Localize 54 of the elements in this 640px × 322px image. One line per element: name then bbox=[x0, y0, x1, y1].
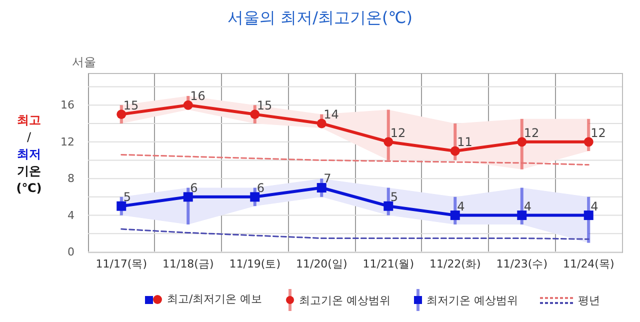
point bbox=[384, 137, 394, 147]
x-tick-label: 11/21(월) bbox=[362, 258, 414, 270]
point bbox=[316, 118, 326, 128]
data-label: 14 bbox=[324, 107, 339, 122]
data-label: 6 bbox=[256, 180, 265, 195]
point bbox=[183, 192, 193, 202]
x-tick-label: 11/22(화) bbox=[429, 258, 481, 270]
point bbox=[517, 210, 527, 220]
data-label: 16 bbox=[190, 89, 206, 104]
chart-title: 서울의 최저/최고기온(℃) bbox=[226, 8, 414, 29]
data-label: 12 bbox=[390, 126, 406, 140]
point bbox=[116, 110, 126, 120]
point bbox=[183, 100, 193, 110]
text: 최고기온 예상범위 bbox=[299, 292, 390, 308]
y-tick-label: 8 bbox=[68, 172, 74, 186]
data-label: 4 bbox=[590, 199, 598, 214]
y-tick-label: 16 bbox=[60, 98, 74, 112]
y-tick-label: 12 bbox=[60, 135, 74, 148]
point bbox=[384, 201, 394, 211]
data-label: 5 bbox=[123, 190, 132, 204]
data-label: 4 bbox=[524, 199, 532, 214]
point bbox=[250, 110, 260, 120]
line-series bbox=[120, 154, 590, 166]
point bbox=[116, 201, 126, 211]
x-tick-label: 11/23(수) bbox=[496, 258, 548, 270]
x-tick-label: 11/17(목) bbox=[96, 258, 148, 270]
data-label: 15 bbox=[123, 98, 139, 112]
x-tick-label: 11/19(토) bbox=[229, 258, 281, 270]
data-label: 11 bbox=[457, 135, 472, 150]
text: 최저기온 예상범위 bbox=[426, 292, 518, 308]
point bbox=[250, 192, 260, 202]
point bbox=[450, 146, 460, 156]
chart-subtitle: 서울 bbox=[72, 54, 96, 71]
point bbox=[517, 137, 527, 147]
data-label: 4 bbox=[457, 199, 465, 214]
y-tick-label: 4 bbox=[68, 208, 74, 222]
point bbox=[584, 137, 594, 147]
line-series bbox=[120, 228, 590, 240]
x-tick-label: 11/18(금) bbox=[162, 258, 214, 270]
data-label: 12 bbox=[524, 126, 540, 140]
data-label: 5 bbox=[390, 190, 398, 204]
y-tick-label: 0 bbox=[68, 246, 74, 258]
data-label: 12 bbox=[590, 126, 606, 140]
y-axis-title: 최고 / 최저 기온 (℃) bbox=[15, 112, 43, 197]
point bbox=[450, 210, 460, 220]
x-tick-label: 11/20(일) bbox=[296, 258, 348, 270]
legend-label: 평년 bbox=[578, 292, 600, 308]
legend-label: 최고/최저기온 예보 bbox=[167, 292, 262, 306]
data-label: 7 bbox=[324, 172, 332, 186]
x-tick-label: 11/24(목) bbox=[562, 258, 614, 270]
point bbox=[584, 210, 594, 220]
point bbox=[316, 183, 326, 192]
data-label: 15 bbox=[256, 98, 272, 112]
data-label: 6 bbox=[190, 180, 198, 195]
